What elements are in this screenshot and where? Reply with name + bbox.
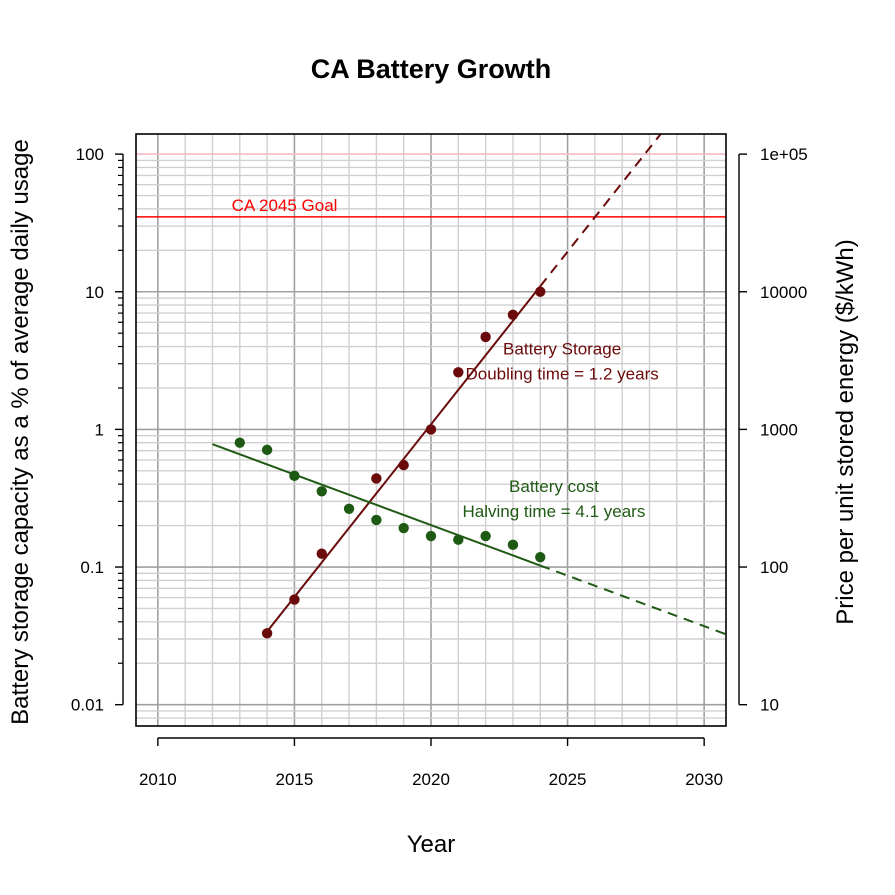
trend-line-solid (266, 285, 542, 633)
y-right-tick-label: 10000 (760, 283, 807, 302)
data-point (234, 437, 245, 448)
x-tick-label: 2020 (412, 770, 450, 789)
data-point (343, 503, 355, 514)
data-point (453, 534, 464, 545)
annotation-text: Doubling time = 1.2 years (465, 365, 658, 384)
axes: 2010 2015 2020 2025 2030 0.01 0.1 1 10 100 10 100 10… (71, 133, 808, 789)
y-axis-right-label: Price per unit stored energy ($/kWh) (832, 239, 859, 625)
data-point (507, 309, 519, 321)
data-point (480, 530, 491, 542)
data-point (261, 628, 273, 639)
x-tick-label: 2015 (276, 770, 314, 789)
y-axis-left-label: Battery storage capacity as a % of avera… (7, 139, 34, 725)
annotation-text: Battery Storage (503, 340, 621, 359)
data-point (371, 514, 382, 526)
data-point (398, 522, 409, 534)
trend-line-projection (539, 134, 662, 287)
y-right-tick-label: 1000 (760, 420, 798, 439)
data-point (289, 594, 300, 605)
x-axis-label: Year (407, 831, 456, 858)
x-tick-label: 2010 (139, 770, 177, 789)
grid (136, 134, 726, 726)
chart-title: CA Battery Growth (311, 54, 552, 84)
y-left-tick-label: 100 (76, 145, 104, 164)
data-point (453, 367, 464, 378)
data-point (425, 424, 437, 435)
goal-line-label: CA 2045 Goal (232, 196, 338, 215)
data-point (289, 470, 300, 482)
data-point (535, 551, 546, 563)
y-left-tick-label: 1 (95, 420, 104, 439)
data-point (398, 459, 409, 471)
plot-frame (135, 133, 727, 727)
data-point (425, 530, 437, 542)
y-right-tick-label: 1e+05 (760, 145, 808, 164)
annotation-text: Battery cost (509, 477, 599, 496)
x-tick-label: 2030 (685, 770, 723, 789)
data-point (316, 486, 327, 497)
y-left-tick-label: 0.01 (71, 696, 104, 715)
y-right-tick-label: 100 (760, 558, 788, 577)
annotations: Battery Storage Doubling time = 1.2 years… (462, 340, 658, 522)
annotation-text: Halving time = 4.1 years (462, 502, 645, 521)
x-tick-label: 2025 (549, 770, 587, 789)
trend-lines (212, 134, 726, 636)
data-point (316, 548, 327, 559)
data-points (234, 286, 546, 639)
data-point (371, 473, 382, 484)
data-point (507, 539, 519, 551)
data-point (535, 286, 546, 297)
reference-lines: CA 2045 Goal (136, 153, 726, 218)
y-left-tick-label: 10 (85, 283, 104, 302)
y-right-tick-label: 10 (760, 696, 779, 715)
y-left-tick-label: 0.1 (80, 558, 104, 577)
data-point (261, 444, 273, 456)
trend-line-solid (212, 443, 541, 567)
data-point (480, 331, 491, 343)
